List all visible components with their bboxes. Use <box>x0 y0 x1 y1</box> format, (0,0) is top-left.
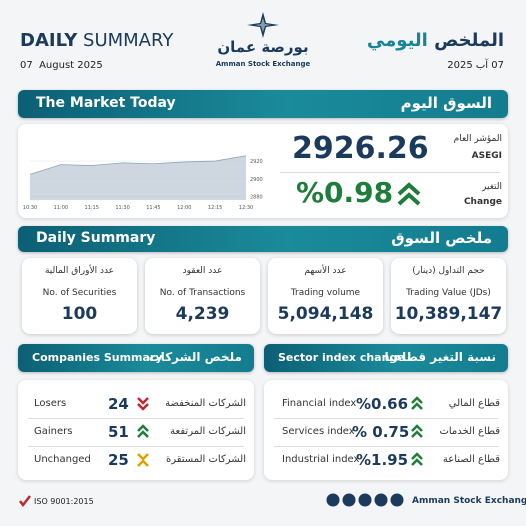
row-label-ar: قطاع المالي <box>448 398 500 409</box>
row-label: Losers <box>34 398 67 409</box>
card-label: No. of Transactions <box>159 288 246 298</box>
row-label-ar: الشركات المرتفعة <box>170 426 246 437</box>
sector-title-ar: نسبة التغير قطاعيا <box>384 350 496 364</box>
companies-title: Companies Summary <box>32 351 163 364</box>
title-bold: DAILY <box>20 30 78 51</box>
row-value: 25 <box>108 451 129 469</box>
change-label-ar: التغير <box>482 182 502 192</box>
x-tick-label: 12:30 <box>239 205 253 211</box>
check-icon <box>19 495 31 508</box>
up-icon <box>397 182 421 206</box>
footer-name: Amman Stock Exchange <box>412 496 526 506</box>
row-label-ar: الشركات المنخفضة <box>165 398 246 409</box>
index-label-ar: المؤشر العام <box>453 134 502 144</box>
row-label-ar: قطاع الخدمات <box>439 426 500 437</box>
title-ar: الملخص اليومي <box>367 30 504 51</box>
companies-band: Companies Summary ملخص الشركات <box>18 344 254 372</box>
x-tick-label: 11:00 <box>54 205 68 211</box>
title: DAILY SUMMARY <box>20 30 173 51</box>
divider <box>274 418 498 419</box>
change-value: %0.98 <box>296 176 394 209</box>
card-label: No. of Securities <box>42 288 117 298</box>
row-value: %0.66 <box>356 395 409 413</box>
market-title: The Market Today <box>36 95 176 111</box>
row-label: Services index <box>282 426 355 437</box>
index-chart: 2880 2900 2920 10:30 11:00 11:15 11:30 11:45 12:… <box>23 155 263 211</box>
x-tick-label: 12:15 <box>208 205 222 211</box>
down-icon <box>137 397 149 411</box>
x-tick-label: 11:45 <box>146 205 160 211</box>
card: عدد الأسهم Trading volume 5,094,148 <box>268 258 383 334</box>
unchanged-icon <box>137 453 149 467</box>
card-label-ar: حجم التداول (دينار) <box>412 266 485 276</box>
row-value: %1.95 <box>356 451 409 469</box>
companies-title-ar: ملخص الشركات <box>148 350 242 364</box>
row-label-ar: الشركات المستقرة <box>165 454 246 465</box>
change-label: Change <box>463 197 502 207</box>
up-icon <box>411 452 423 466</box>
up-icon <box>137 424 149 438</box>
row-label: Unchanged <box>34 454 91 465</box>
card: حجم التداول (دينار) Trading Value (JDs) 10… <box>391 258 506 334</box>
card-value: 4,239 <box>175 304 230 324</box>
social-icons <box>326 493 404 507</box>
summary-band: Daily Summary ملخص السوق <box>18 226 508 252</box>
area <box>30 155 246 200</box>
companies-panel <box>18 380 254 480</box>
y-tick-label: 2880 <box>250 194 263 200</box>
card: عدد الأوراق المالية No. of Securities 100 <box>22 258 137 334</box>
summary-title-ar: ملخص السوق <box>391 229 492 247</box>
title-ar-1: الملخص <box>434 30 504 51</box>
card-value: 10,389,147 <box>394 304 503 324</box>
card-label: Trading volume <box>290 288 361 298</box>
row-label: Industrial index <box>282 454 360 465</box>
index-value: 2926.26 <box>292 131 429 166</box>
up-icon <box>411 396 423 410</box>
card-value: 100 <box>61 304 98 324</box>
title-light: SUMMARY <box>83 30 174 51</box>
row-label-ar: قطاع الصناعة <box>442 454 500 465</box>
summary-title: Daily Summary <box>36 230 156 246</box>
x-tick-label: 10:30 <box>23 205 37 211</box>
line <box>29 155 247 175</box>
y-tick-label: 2900 <box>250 177 263 183</box>
card-label-ar: عدد العقود <box>182 266 223 276</box>
card-label: Trading Value (JDs) <box>406 288 491 298</box>
title-ar-2: اليومي <box>366 30 428 51</box>
iso: ISO 9001:2015 <box>34 497 94 506</box>
sector-band: Sector index change نسبة التغير قطاعيا <box>264 344 508 372</box>
divider <box>280 172 500 173</box>
logo-ar: بورصة عمان <box>217 38 309 56</box>
divider <box>28 418 244 419</box>
row-value: 24 <box>108 395 129 413</box>
row-label: Financial index <box>282 398 357 409</box>
date: 07 August 2025 <box>20 60 103 71</box>
divider <box>28 446 244 447</box>
row-value: % 0.75 <box>352 423 410 441</box>
card-value: 5,094,148 <box>277 304 374 324</box>
card-label-ar: عدد الأوراق المالية <box>44 266 115 276</box>
market-band: The Market Today السوق اليوم <box>18 90 508 118</box>
card-label-ar: عدد الأسهم <box>304 266 347 276</box>
card: عدد العقود No. of Transactions 4,239 <box>145 258 260 334</box>
index-label: ASEGI <box>471 151 502 161</box>
y-tick-label: 2920 <box>250 159 263 165</box>
logo-mark <box>247 12 279 38</box>
date-ar: 07 آب 2025 <box>447 60 504 71</box>
x-tick-label: 11:15 <box>85 205 99 211</box>
x-tick-label: 11:30 <box>115 205 129 211</box>
row-value: 51 <box>108 423 129 441</box>
x-tick-label: 12:00 <box>177 205 191 211</box>
divider <box>274 446 498 447</box>
logo-en: Amman Stock Exchange <box>215 60 311 68</box>
market-title-ar: السوق اليوم <box>400 94 492 112</box>
sector-title: Sector index change <box>278 351 405 364</box>
row-label: Gainers <box>34 426 73 437</box>
sector-panel <box>264 380 508 480</box>
up-icon <box>411 424 423 438</box>
